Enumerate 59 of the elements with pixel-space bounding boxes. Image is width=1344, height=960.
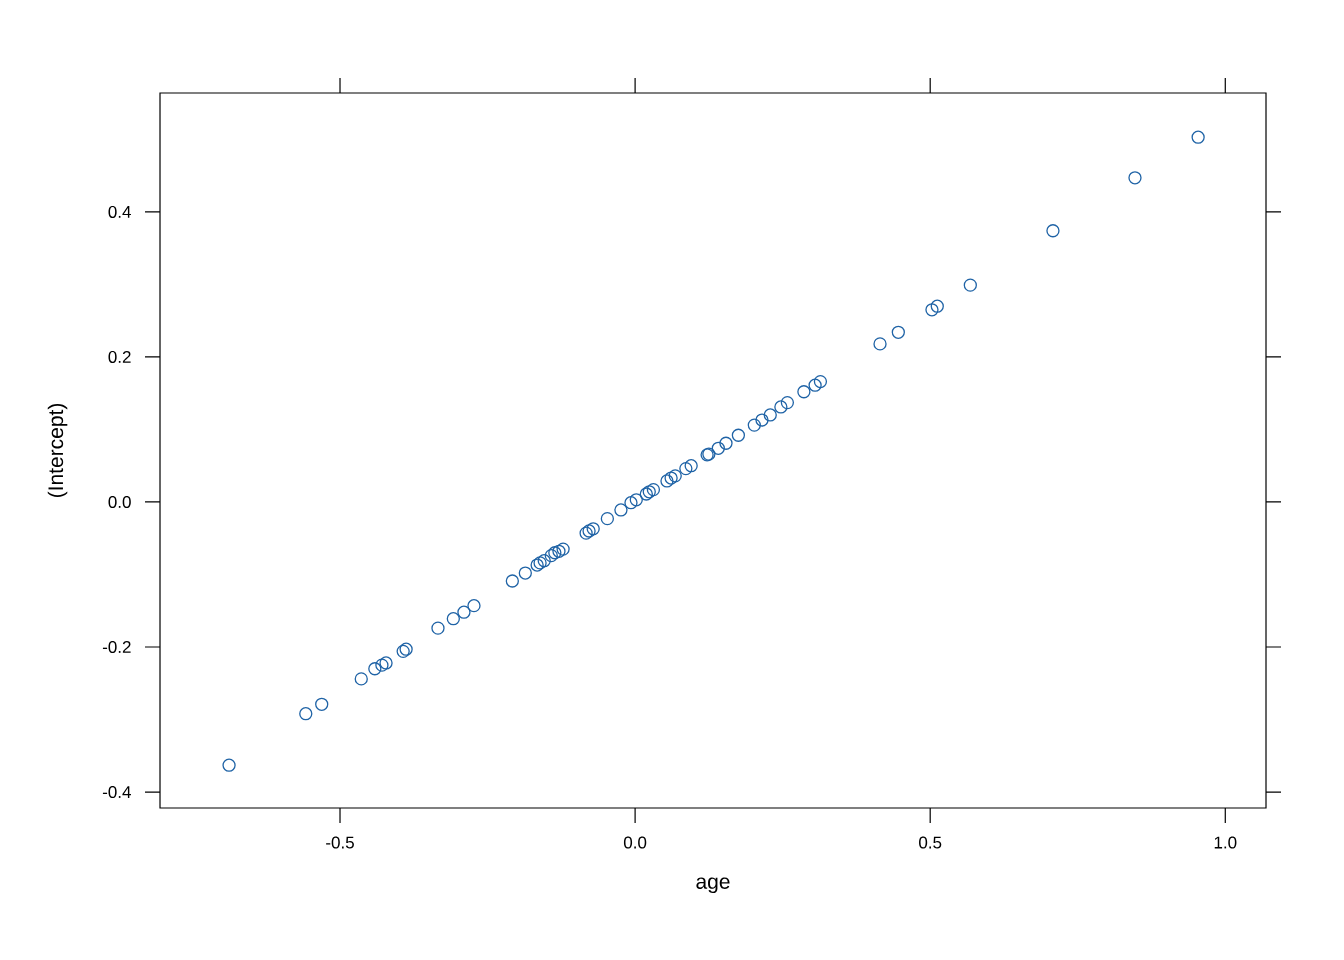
- point: [299, 707, 313, 721]
- y-tick-label: -0.4: [102, 786, 131, 799]
- point: [446, 612, 460, 626]
- point: [731, 428, 746, 442]
- point: [379, 656, 393, 670]
- point: [891, 325, 905, 339]
- x-axis-title: age: [696, 877, 730, 894]
- point: [684, 459, 698, 473]
- point: [552, 544, 566, 558]
- point: [797, 385, 811, 399]
- point: [375, 658, 389, 672]
- point: [646, 482, 661, 497]
- point: [586, 522, 600, 536]
- point: [467, 599, 481, 613]
- x-tick-label: 0.5: [919, 836, 942, 849]
- point: [1046, 224, 1060, 238]
- point: [963, 278, 977, 292]
- point: [431, 621, 445, 635]
- point: [315, 697, 329, 711]
- point: [660, 474, 674, 488]
- point: [668, 469, 682, 483]
- point: [808, 378, 822, 392]
- point: [711, 441, 725, 455]
- y-tick-label: 0.2: [108, 350, 131, 363]
- point: [1128, 171, 1142, 185]
- y-tick-label: 0.0: [108, 495, 131, 508]
- point: [614, 503, 628, 517]
- point: [556, 542, 570, 556]
- point: [719, 436, 733, 450]
- point: [813, 374, 828, 389]
- point: [930, 299, 944, 313]
- y-tick-label: 0.4: [108, 205, 131, 218]
- point: [755, 413, 769, 427]
- point: [664, 471, 678, 485]
- point: [354, 672, 368, 686]
- point: [925, 303, 939, 317]
- point: [1191, 130, 1205, 144]
- point: [548, 546, 562, 560]
- point: [368, 662, 382, 676]
- point: [544, 548, 558, 563]
- point: [600, 512, 615, 526]
- point: [763, 408, 777, 422]
- y-tick-label: -0.2: [102, 640, 131, 654]
- x-tick-label: -0.5: [326, 836, 354, 849]
- point: [873, 337, 887, 351]
- point: [774, 400, 788, 414]
- point: [624, 496, 638, 510]
- y-axis-title: (Intercept): [47, 403, 68, 498]
- point: [747, 418, 761, 432]
- point: [518, 566, 532, 580]
- point: [457, 605, 471, 619]
- point: [629, 493, 643, 507]
- x-tick-label: 0.0: [623, 836, 647, 849]
- point: [679, 461, 693, 476]
- point: [537, 554, 551, 568]
- point: [505, 574, 519, 588]
- point: [780, 395, 795, 410]
- point: [222, 758, 236, 772]
- x-tick-label: 1.0: [1214, 836, 1237, 849]
